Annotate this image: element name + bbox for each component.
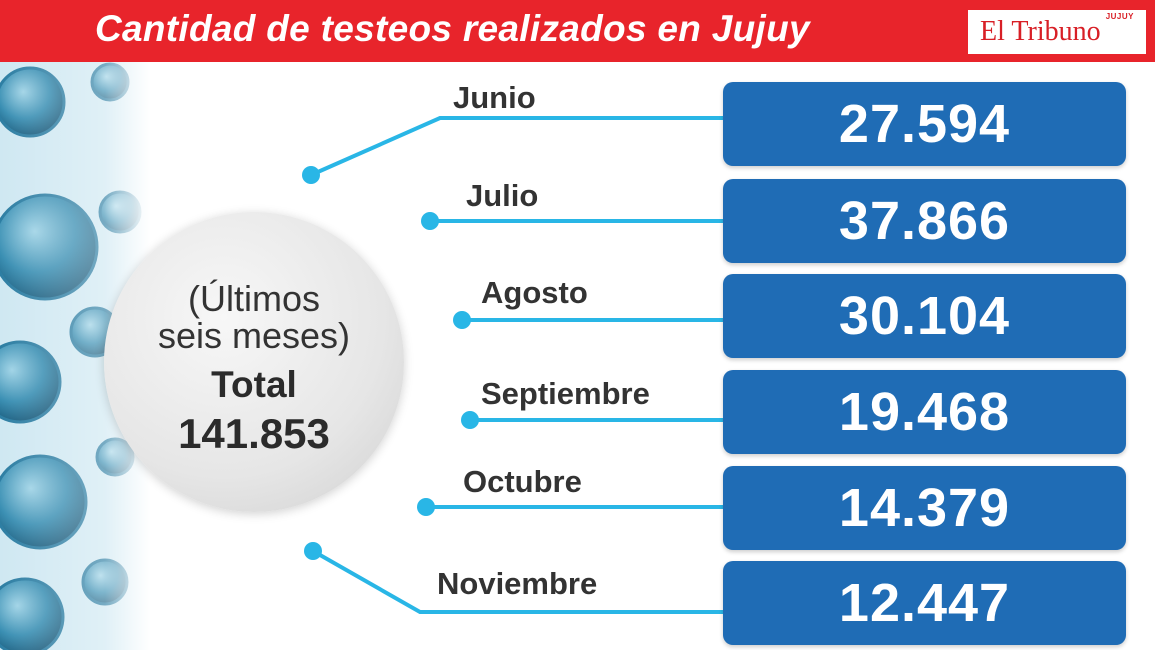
value-octubre: 14.379 xyxy=(838,478,1011,538)
value-box-junio: 27.594 xyxy=(723,82,1126,166)
value-box-noviembre: 12.447 xyxy=(723,561,1126,645)
connector-dot-agosto xyxy=(453,311,471,329)
chart-title: Cantidad de testeos realizados en Jujuy xyxy=(95,8,810,49)
month-label-julio: Julio xyxy=(466,178,539,213)
month-label-septiembre: Septiembre xyxy=(481,376,650,411)
value-box-octubre: 14.379 xyxy=(723,466,1126,550)
value-noviembre: 12.447 xyxy=(838,573,1011,633)
connector-dot-junio xyxy=(302,166,320,184)
value-septiembre: 19.468 xyxy=(838,382,1011,442)
total-label: Total xyxy=(211,364,297,405)
connector-noviembre xyxy=(311,549,725,614)
month-label-agosto: Agosto xyxy=(481,275,588,310)
el-tribuno-logo: El Tribuno JUJUY xyxy=(968,10,1146,54)
logo-region: JUJUY xyxy=(1105,12,1134,21)
connector-dot-septiembre xyxy=(461,411,479,429)
connector-dot-noviembre xyxy=(304,542,322,560)
month-label-junio: Junio xyxy=(453,80,536,115)
connector-dot-octubre xyxy=(417,498,435,516)
total-value: 141.853 xyxy=(178,410,330,457)
logo-text: El Tribuno xyxy=(980,16,1101,47)
value-box-septiembre: 19.468 xyxy=(723,370,1126,454)
month-label-octubre: Octubre xyxy=(463,464,582,499)
period-note-line2: seis meses) xyxy=(157,315,351,356)
month-label-noviembre: Noviembre xyxy=(437,566,598,601)
value-julio: 37.866 xyxy=(838,191,1011,251)
value-box-julio: 37.866 xyxy=(723,179,1126,263)
period-note-line1: (Últimos xyxy=(188,278,320,319)
value-junio: 27.594 xyxy=(838,94,1011,154)
connector-junio xyxy=(309,116,725,177)
value-agosto: 30.104 xyxy=(838,286,1011,346)
value-box-agosto: 30.104 xyxy=(723,274,1126,358)
period-note: (Últimos seis meses) xyxy=(104,280,404,354)
total-circle: (Últimos seis meses) Total 141.853 xyxy=(104,212,404,512)
connector-dot-julio xyxy=(421,212,439,230)
header-bar: Cantidad de testeos realizados en Jujuy … xyxy=(0,0,1155,62)
